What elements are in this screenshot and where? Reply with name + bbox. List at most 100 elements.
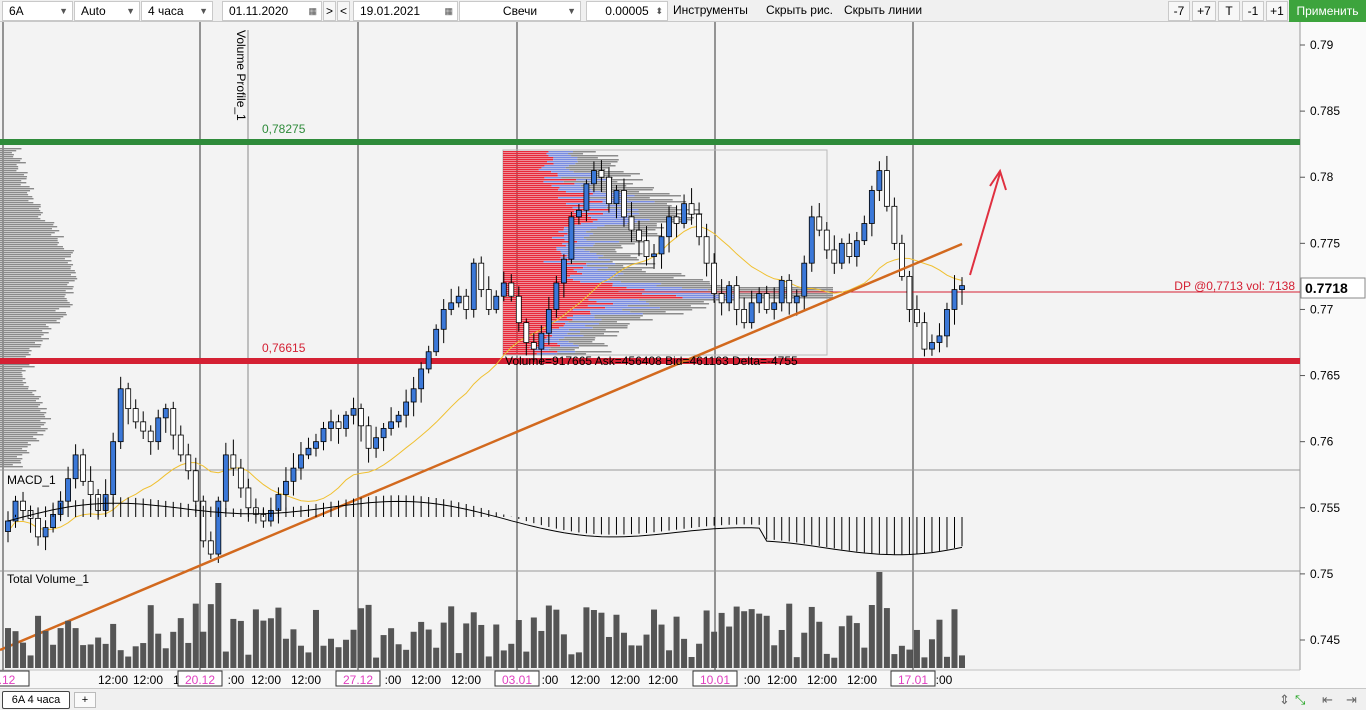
profile-row-bid (503, 205, 589, 207)
profile-row (0, 256, 71, 258)
volume-bar (786, 603, 793, 668)
price-axis[interactable]: 0.79 0.785 0.78 0.775 0.77 0.765 0.76 0.755 0.75… (1300, 38, 1340, 647)
chart-canvas[interactable]: 0,78275 0,76615 DP @0,7713 vol: 7138 Vol… (0, 22, 1366, 688)
profile-row-ask (573, 279, 610, 281)
profile-row (0, 198, 34, 200)
profile-row-ask (557, 175, 594, 177)
plus1-button[interactable]: +1 (1266, 1, 1288, 21)
fullscreen-icon[interactable]: ⤡ (1295, 692, 1306, 707)
minus7-button[interactable]: -7 (1168, 1, 1190, 21)
profile-row-total (563, 181, 618, 183)
symbol-select[interactable]: 6A ▼ (2, 1, 73, 21)
profile-row (0, 182, 27, 184)
chart-area[interactable]: 0,78275 0,76615 DP @0,7713 vol: 7138 Vol… (0, 22, 1366, 688)
volume-bar (328, 638, 335, 668)
profile-row-total (580, 331, 620, 333)
profile-row-bid (503, 225, 572, 227)
time-axis-label: 12:00 (847, 673, 877, 687)
profile-row (0, 244, 58, 246)
candle-body (816, 216, 823, 231)
candle-body (80, 454, 87, 482)
profile-row-ask (561, 253, 597, 255)
profile-row-total (594, 243, 635, 245)
candle-body (673, 216, 680, 224)
hide-lines-button[interactable]: Скрыть линии (844, 3, 923, 17)
chart-type-select[interactable]: Свечи ▼ (459, 1, 581, 21)
time-axis-label: 17.01 (898, 673, 928, 687)
profile-row (0, 166, 19, 168)
candle-body (20, 500, 26, 511)
profile-row-bid (503, 155, 549, 157)
profile-row (0, 184, 21, 186)
profile-row (0, 446, 28, 448)
date-from-field[interactable]: 01.11.2020 ▦ (222, 1, 322, 21)
profile-row-bid (503, 339, 539, 341)
profile-row-total (575, 163, 611, 165)
add-tab-button[interactable]: + (74, 692, 96, 708)
support-level-line[interactable] (0, 358, 1300, 364)
profile-row-total (615, 271, 646, 273)
profile-row-bid (503, 219, 598, 221)
tick-size-field[interactable]: 0.00005 ⬍ (586, 1, 668, 21)
profile-row-total (587, 187, 655, 189)
candle-body (733, 285, 740, 310)
calendar-icon[interactable]: ▦ (444, 6, 453, 16)
nav-next-button[interactable]: > (323, 1, 336, 21)
time-axis[interactable]: .12 12:00 12:00 12:00 20.12:00 12:00 12:00 27.1… (0, 670, 953, 687)
trendline[interactable] (0, 242, 963, 652)
profile-row (0, 282, 69, 284)
profile-row-total (550, 347, 580, 349)
minus1-button[interactable]: -1 (1242, 1, 1264, 21)
candle-body (478, 262, 485, 291)
volume-bar (448, 606, 455, 668)
profile-row-ask (560, 257, 599, 259)
profile-row (0, 190, 31, 192)
scroll-left-icon[interactable]: ⇤ (1322, 692, 1333, 707)
profile-row-total (613, 277, 674, 279)
scroll-right-icon[interactable]: ⇥ (1346, 692, 1357, 707)
profile-row (0, 346, 41, 348)
volume-bar (410, 631, 417, 668)
profile-row-total (548, 349, 575, 351)
calendar-icon[interactable]: ▦ (308, 6, 317, 16)
candle-body (448, 302, 455, 310)
t-button[interactable]: T (1218, 1, 1240, 21)
price-tick-label: 0.745 (1310, 633, 1340, 647)
instruments-button[interactable]: Инструменты (673, 3, 748, 17)
volume-bar (192, 603, 199, 668)
scale-mode-select[interactable]: Auto ▼ (74, 1, 140, 21)
resistance-level-line[interactable] (0, 139, 1300, 145)
profile-row-bid (503, 289, 645, 291)
profile-row-total (592, 327, 628, 329)
nav-prev-button[interactable]: < (337, 1, 350, 21)
profile-row-bid (503, 327, 560, 329)
chart-tab[interactable]: 6A 4 часа (2, 691, 70, 709)
timeframe-select[interactable]: 4 часа ▼ (141, 1, 213, 21)
candle-body (132, 408, 139, 423)
volume-bar (553, 609, 560, 668)
date-to-field[interactable]: 19.01.2021 ▦ (353, 1, 458, 21)
profile-row-ask (553, 159, 578, 161)
volume-bar (245, 654, 252, 668)
candle-body (403, 401, 410, 416)
volume-bar (598, 612, 605, 668)
spinner-icon[interactable]: ⬍ (655, 6, 663, 16)
profile-row-bid (503, 299, 589, 301)
candle-body (12, 500, 19, 522)
profile-row-ask (588, 205, 623, 207)
profile-row-total (593, 245, 622, 247)
plus7-button[interactable]: +7 (1192, 1, 1216, 21)
volume-bar (651, 609, 658, 668)
profile-row-bid (503, 255, 567, 257)
hide-drawings-button[interactable]: Скрыть рис. (766, 3, 834, 17)
profile-row-total (600, 191, 640, 193)
profile-row-ask (572, 309, 623, 311)
profile-row-ask (550, 331, 581, 333)
arrow-up-annotation[interactable] (969, 168, 1007, 276)
price-tick-label: 0.77 (1310, 302, 1334, 316)
profile-row-ask (538, 169, 570, 171)
profile-row (0, 262, 68, 264)
resize-vertical-icon[interactable]: ⇕ (1279, 692, 1290, 707)
apply-button[interactable]: Применить (1289, 0, 1366, 22)
macd-histogram (15, 495, 963, 555)
